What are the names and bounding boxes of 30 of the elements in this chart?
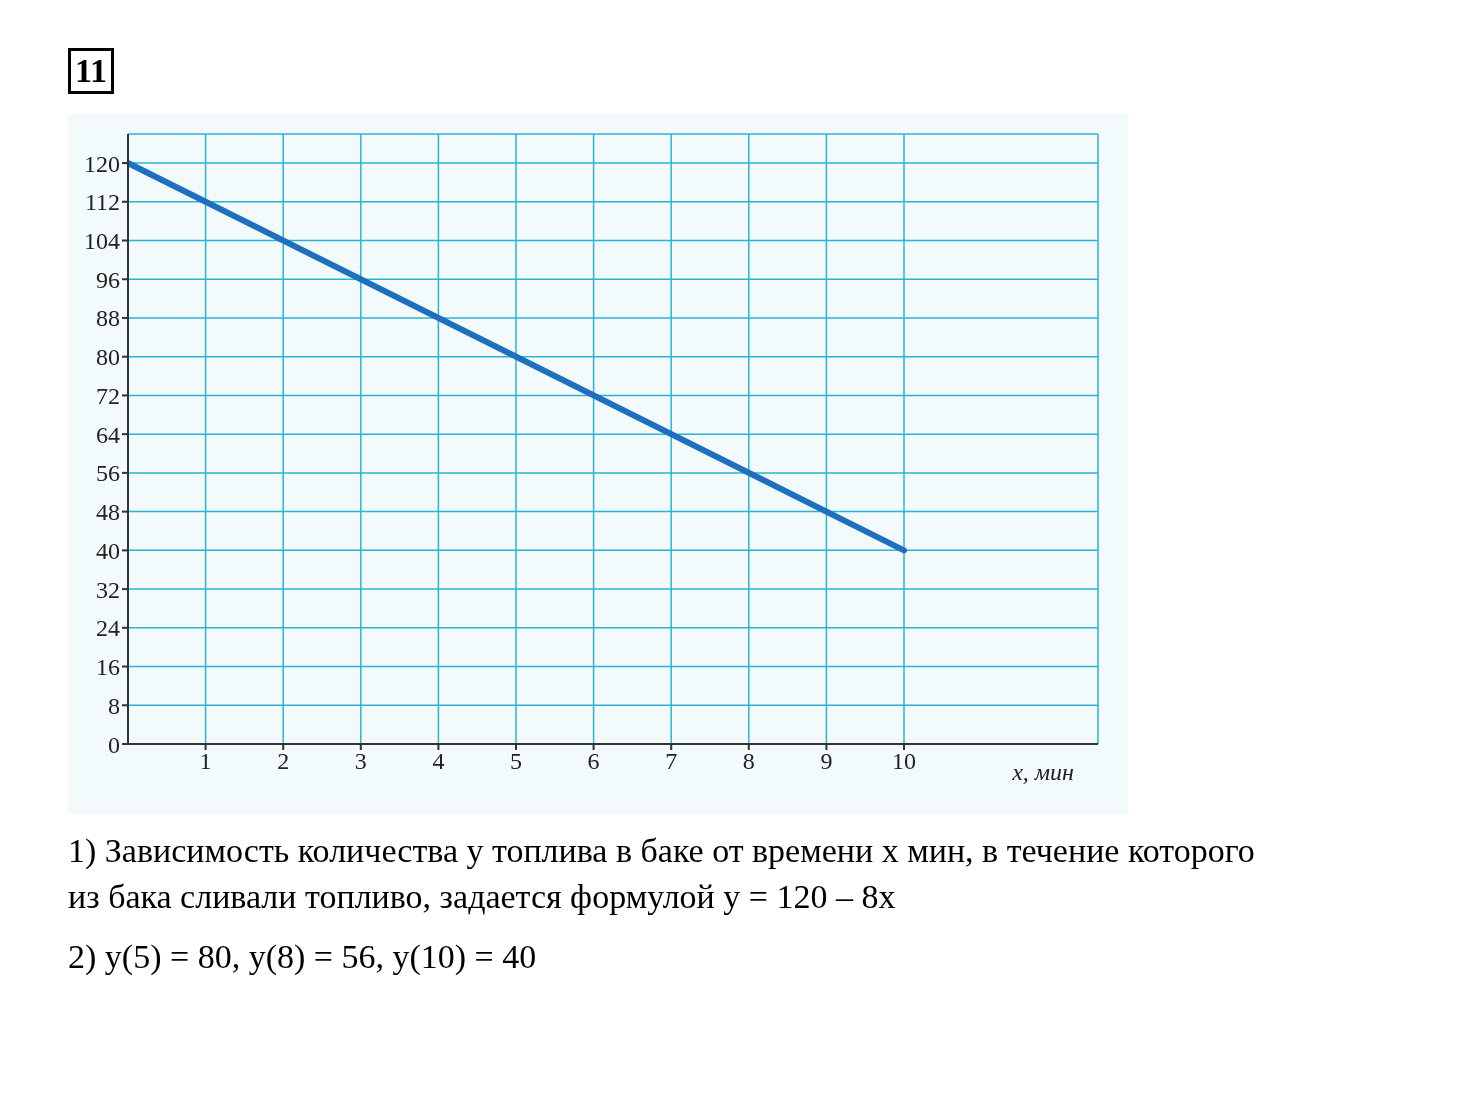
y-tick-label: 24 (96, 615, 120, 642)
text: 11 (68, 48, 115, 94)
y-tick-label: 16 (96, 654, 120, 681)
y-tick-label: 56 (96, 460, 120, 487)
y-tick-label: 96 (96, 266, 120, 293)
y-tick-label: 120 (84, 150, 120, 177)
x-tick-label: 2 (277, 748, 290, 775)
text: 1) Зависимость количества y топлива в баке от времени x мин, в течение которого из бака сливали топливо, задается формулой y = 120 – 8x (68, 831, 1256, 917)
y-tick-label: 0 (108, 731, 120, 758)
x-tick-label: 3 (354, 748, 367, 775)
x-tick-label: 7 (665, 748, 678, 775)
y-tick-label: 64 (96, 421, 120, 448)
y-tick-label: 112 (84, 189, 120, 216)
y-tick-label: 88 (96, 305, 120, 332)
x-tick-label: 10 (892, 748, 916, 775)
y-tick-label: 104 (84, 228, 120, 255)
y-tick-label: 40 (96, 537, 120, 564)
y-tick-label: 72 (96, 382, 120, 409)
y-tick-label: 8 (108, 692, 120, 719)
text: 2) y(5) = 80, y(8) = 56, y(10) = 40 (68, 937, 538, 977)
x-tick-label: 1 (199, 748, 212, 775)
y-tick-label: 80 (96, 344, 120, 371)
x-tick-label: 9 (820, 748, 833, 775)
x-tick-label: 8 (742, 748, 755, 775)
y-tick-label: 48 (96, 499, 120, 526)
x-tick-label: 6 (587, 748, 600, 775)
x-tick-label: 5 (510, 748, 522, 775)
x-axis-title: x, мин (1011, 759, 1075, 785)
x-tick-label: 4 (432, 748, 445, 775)
y-tick-label: 32 (96, 576, 120, 603)
